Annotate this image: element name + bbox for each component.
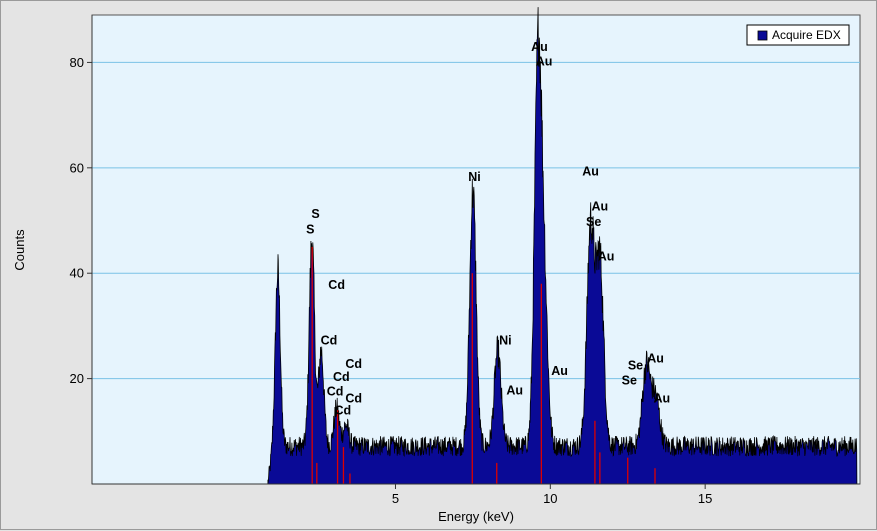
y-tick-label: 20	[70, 371, 84, 386]
peak-label-cd: Cd	[328, 278, 345, 292]
peak-label-cd: Cd	[327, 384, 344, 398]
y-tick-label: 80	[70, 55, 84, 70]
peak-label-au: Au	[536, 55, 553, 69]
x-tick-label: 15	[698, 491, 712, 506]
legend-swatch	[757, 30, 768, 41]
x-tick-label: 5	[392, 491, 399, 506]
peak-label-au: Au	[653, 391, 670, 405]
peak-label-cd: Cd	[333, 370, 350, 384]
peak-label-au: Au	[592, 200, 609, 214]
peak-label-se: Se	[586, 215, 601, 229]
peak-label-s: S	[306, 223, 314, 237]
x-axis-title: Energy (keV)	[438, 509, 514, 524]
spectrum-area	[267, 7, 858, 485]
peak-label-au: Au	[647, 351, 664, 365]
element-marker-lines	[311, 246, 656, 484]
y-tick-label: 60	[70, 160, 84, 175]
peak-label-s: S	[311, 207, 319, 221]
legend-box	[746, 24, 850, 46]
y-tick-label: 40	[70, 266, 84, 281]
x-tick-label: 10	[543, 491, 557, 506]
peak-label-ni: Ni	[499, 333, 512, 347]
y-axis-title: Counts	[12, 229, 27, 271]
peak-label-cd: Cd	[321, 333, 338, 347]
peak-label-au: Au	[582, 165, 599, 179]
peak-label-au: Au	[598, 250, 615, 264]
peak-label-se: Se	[622, 373, 637, 387]
legend-label: Acquire EDX	[772, 28, 841, 42]
peak-label-cd: Cd	[345, 357, 362, 371]
peak-label-ni: Ni	[468, 170, 481, 184]
axis-ticks: 20 40 60 80 5 10 15	[70, 55, 713, 506]
peak-label-au: Au	[531, 40, 548, 54]
peak-label-se: Se	[628, 359, 643, 373]
peak-label-au: Au	[551, 364, 568, 378]
peak-label-cd: Cd	[335, 403, 352, 417]
peak-label-au: Au	[506, 383, 523, 397]
peak-label-cd: Cd	[345, 391, 362, 405]
legend[interactable]: Acquire EDX	[746, 24, 850, 46]
